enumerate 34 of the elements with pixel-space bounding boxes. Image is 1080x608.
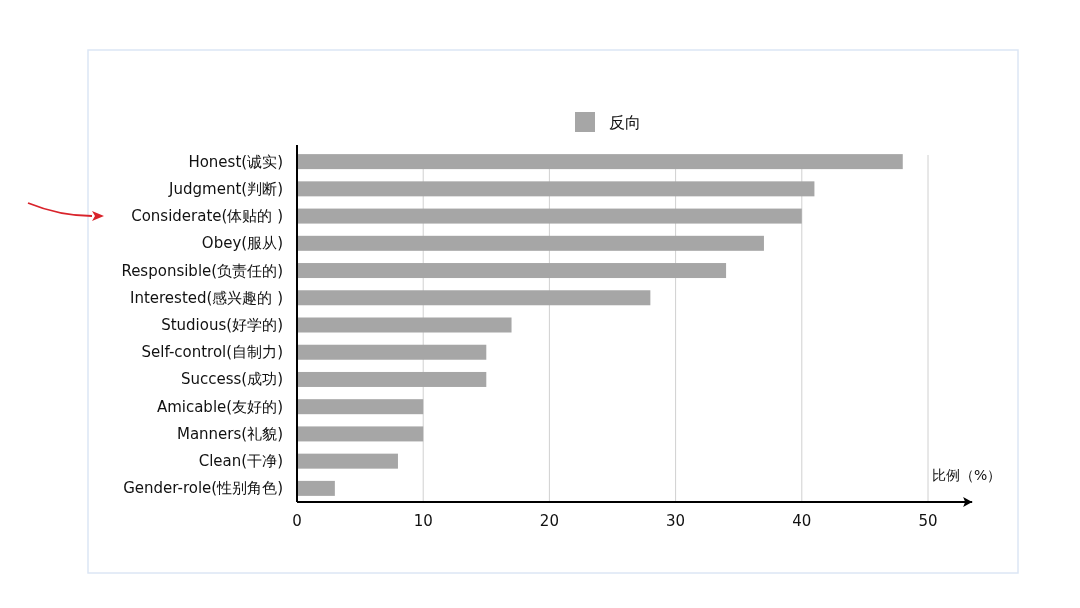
x-tick-label: 30: [666, 512, 686, 530]
bar: [297, 154, 903, 170]
y-tick-label: Studious(好学的): [161, 316, 283, 334]
y-tick-label: Honest(诚实): [188, 152, 283, 171]
y-tick-label: Responsible(负责任的): [121, 261, 283, 280]
bar: [297, 426, 424, 442]
y-tick-label: Clean(干净): [198, 452, 283, 471]
x-tick-label: 10: [413, 512, 433, 530]
y-tick-label: Amicable(友好的): [156, 397, 283, 416]
x-tick-label: 50: [918, 512, 938, 530]
x-tick-label: 20: [539, 512, 559, 530]
x-axis-title: 比例（%）: [932, 467, 1002, 483]
bar: [297, 344, 487, 360]
y-tick-label: Judgment(判断): [168, 179, 283, 198]
bar: [297, 263, 727, 279]
y-tick-label: Obey(服从): [201, 234, 283, 253]
y-tick-label: Self-control(自制力): [141, 343, 283, 362]
bar: [297, 181, 815, 197]
bar: [297, 208, 802, 224]
y-tick-label: Gender-role(性别角色): [123, 479, 283, 498]
x-tick-label: 40: [792, 512, 812, 530]
bar: [297, 453, 398, 469]
y-tick-label: Considerate(体贴的 ): [131, 207, 283, 226]
legend-label: 反向: [609, 113, 641, 132]
y-tick-label: Interested(感兴趣的 ): [129, 288, 283, 307]
x-tick-label: 0: [292, 512, 302, 530]
bar: [297, 399, 424, 415]
bar: [297, 235, 764, 251]
bar: [297, 371, 487, 387]
y-tick-label: Manners(礼貌): [176, 424, 283, 443]
bar: [297, 317, 512, 333]
bar: [297, 480, 335, 496]
y-tick-label: Success(成功): [180, 370, 283, 389]
bar: [297, 290, 651, 306]
